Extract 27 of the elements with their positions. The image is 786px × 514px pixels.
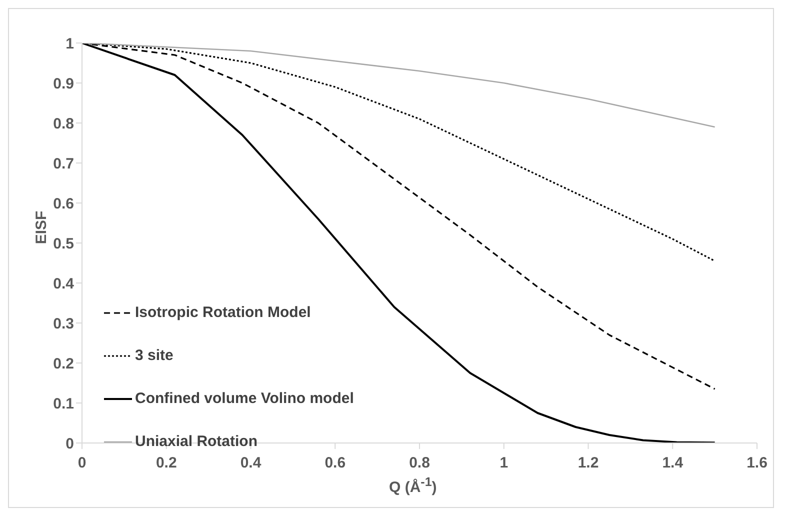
x-tick-label: 0 [78,454,86,472]
y-tick-label: 0 [66,435,74,452]
y-tick-label: 0.8 [53,115,74,132]
legend-label: 3 site [135,347,174,364]
x-tick-label: 0.4 [240,454,262,472]
y-tick-label: 0.7 [53,155,74,172]
legend-label: Uniaxial Rotation [135,433,258,450]
y-tick-label: 0.9 [53,75,74,92]
y-tick-label: 0.4 [53,275,75,292]
x-tick-label: 1.6 [746,454,768,472]
y-tick-label: 0.5 [53,235,74,252]
x-tick-label: 0.2 [156,454,177,472]
y-tick-label: 0.3 [53,315,74,332]
x-axis-title: Q (Å$^{-1}$) [389,475,437,496]
legend-label: Confined volume Volino model [135,390,354,407]
y-tick-label: 0.2 [53,355,74,372]
x-tick-label: 0.6 [324,454,346,472]
x-tick-label: 1.4 [662,454,684,472]
y-tick-label: 0.1 [53,395,74,412]
x-tick-label: 0.8 [409,454,430,472]
line-series [82,43,716,128]
y-tick-label: 0.6 [53,195,74,212]
legend-label: Isotropic Rotation Model [135,304,311,321]
y-tick-label: 1 [66,35,74,52]
x-tick-label: 1 [500,454,508,472]
x-tick-label: 1.2 [578,454,599,472]
y-axis-title: EISF [33,210,50,244]
